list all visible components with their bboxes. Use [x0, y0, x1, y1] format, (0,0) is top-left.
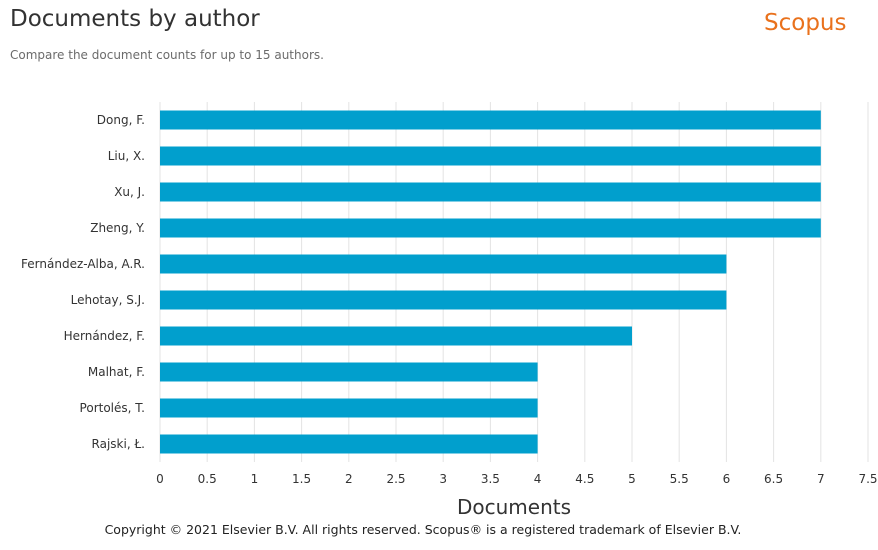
author-label[interactable]: Fernández-Alba, A.R. — [21, 257, 145, 271]
x-tick-label: 3.5 — [481, 472, 500, 486]
x-tick-label: 6.5 — [764, 472, 783, 486]
x-tick-label: 6 — [723, 472, 731, 486]
bar[interactable] — [160, 218, 821, 238]
author-label[interactable]: Malhat, F. — [88, 365, 145, 379]
x-tick-label: 7.5 — [858, 472, 877, 486]
author-label[interactable]: Liu, X. — [108, 149, 145, 163]
page-title: Documents by author — [10, 6, 260, 32]
author-label[interactable]: Lehotay, S.J. — [71, 293, 145, 307]
bar[interactable] — [160, 326, 632, 346]
x-tick-label: 0 — [156, 472, 164, 486]
x-axis-title: Documents — [457, 495, 571, 519]
bar[interactable] — [160, 362, 538, 382]
x-tick-label: 1 — [251, 472, 259, 486]
category-labels: Dong, F. Liu, X. Xu, J. Zheng, Y. Fernández-… — [21, 113, 145, 451]
bar[interactable] — [160, 398, 538, 418]
x-tick-label: 4 — [534, 472, 542, 486]
x-tick-label: 4.5 — [575, 472, 594, 486]
x-tick-label: 2 — [345, 472, 353, 486]
documents-bar-chart: Dong, F. Liu, X. Xu, J. Zheng, Y. Fernández-… — [21, 102, 878, 519]
author-label[interactable]: Dong, F. — [97, 113, 145, 127]
x-tick-label: 0.5 — [198, 472, 217, 486]
bar[interactable] — [160, 110, 821, 130]
author-label[interactable]: Hernández, F. — [64, 329, 145, 343]
x-tick-label: 2.5 — [386, 472, 405, 486]
bar[interactable] — [160, 290, 727, 310]
copyright-notice: Copyright © 2021 Elsevier B.V. All right… — [104, 522, 742, 537]
author-label[interactable]: Rajski, Ł. — [92, 437, 145, 451]
bar[interactable] — [160, 434, 538, 454]
author-label[interactable]: Portolés, T. — [80, 401, 145, 415]
x-tick-label: 7 — [817, 472, 825, 486]
bars — [160, 110, 821, 454]
author-label[interactable]: Zheng, Y. — [90, 221, 145, 235]
x-tick-label: 3 — [439, 472, 447, 486]
bar[interactable] — [160, 254, 727, 274]
x-tick-label: 1.5 — [292, 472, 311, 486]
page-subtitle: Compare the document counts for up to 15… — [10, 48, 324, 62]
x-tick-label: 5.5 — [670, 472, 689, 486]
bar[interactable] — [160, 182, 821, 202]
bar[interactable] — [160, 146, 821, 166]
scopus-logo[interactable]: Scopus — [764, 10, 847, 36]
x-tick-labels: 0 0.5 1 1.5 2 2.5 3 3.5 4 4.5 5 5.5 6 6.5 7 7.5 — [156, 472, 877, 486]
author-label[interactable]: Xu, J. — [114, 185, 145, 199]
x-tick-label: 5 — [628, 472, 636, 486]
